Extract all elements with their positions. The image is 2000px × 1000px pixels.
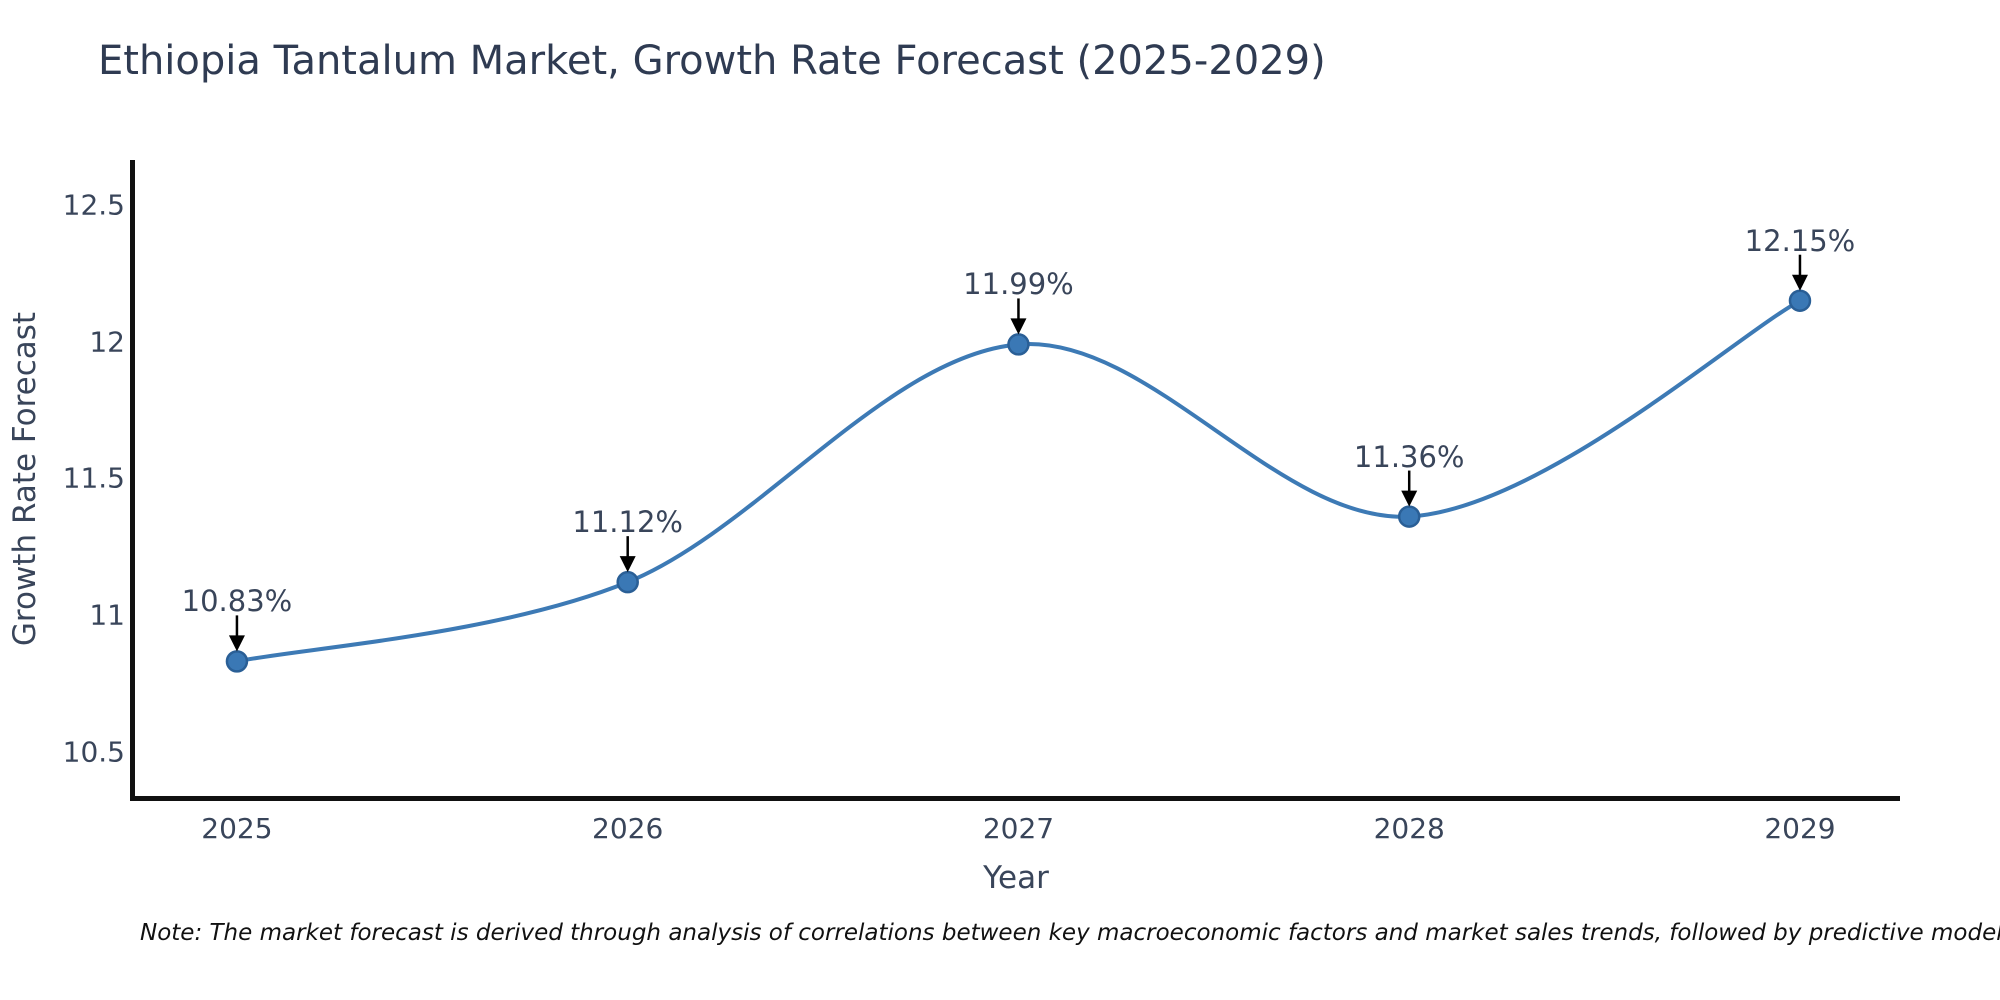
annotation-arrow-head — [619, 556, 636, 573]
data-point-label: 11.12% — [572, 505, 683, 540]
x-tick-label: 2027 — [982, 812, 1055, 845]
x-tick-label: 2026 — [592, 812, 664, 845]
data-point-label: 11.99% — [963, 267, 1074, 302]
data-point-marker — [1397, 505, 1421, 528]
y-axis-spine — [130, 160, 135, 801]
footnote: Note: The market forecast is derived thr… — [140, 920, 2000, 946]
x-tick-label: 2029 — [1764, 812, 1836, 845]
x-tick-label: 2025 — [201, 812, 273, 845]
y-tick-label: 12.5 — [62, 188, 125, 222]
x-axis-title: Year — [983, 860, 1049, 896]
data-point-marker — [225, 650, 249, 673]
data-point-label: 10.83% — [181, 584, 293, 619]
data-point-marker — [616, 570, 639, 594]
data-point-marker — [1788, 289, 1812, 312]
y-tick-label: 11 — [89, 598, 125, 632]
y-tick-label: 11.5 — [62, 461, 125, 495]
data-point-marker — [1007, 333, 1030, 356]
annotation-arrow-head — [228, 635, 245, 652]
y-tick-label: 12 — [89, 325, 125, 359]
annotation-arrow-head — [1791, 274, 1808, 291]
data-point-label: 12.15% — [1744, 223, 1856, 258]
x-tick-label: 2028 — [1373, 812, 1445, 845]
y-axis-title: Growth Rate Forecast — [7, 311, 43, 647]
chart-title: Ethiopia Tantalum Market, Growth Rate Fo… — [98, 38, 1326, 84]
annotation-arrow-head — [1010, 318, 1027, 335]
annotation-arrow-head — [1401, 490, 1418, 507]
x-axis-spine — [130, 796, 1900, 801]
data-point-label: 11.36% — [1353, 439, 1465, 474]
y-tick-label: 10.5 — [62, 735, 125, 769]
